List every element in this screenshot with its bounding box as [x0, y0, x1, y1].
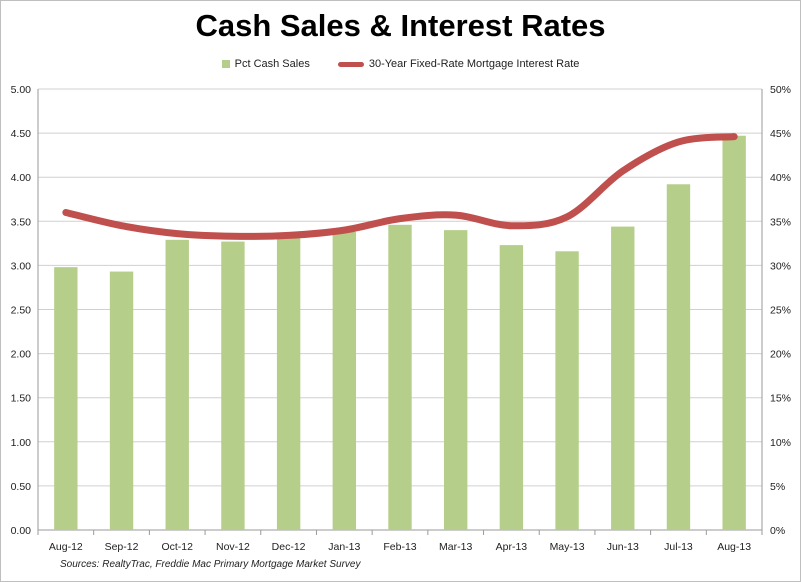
y-left-tick-label: 4.50: [11, 128, 32, 140]
bar: [611, 226, 635, 531]
y-right-tick-label: 10%: [770, 437, 791, 449]
x-tick-label: Feb-13: [383, 541, 416, 553]
y-left-tick-label: 0.00: [11, 525, 32, 537]
bar: [276, 237, 301, 530]
y-right-tick-label: 25%: [770, 305, 791, 317]
legend-item-interest-rate: 30-Year Fixed-Rate Mortgage Interest Rat…: [337, 58, 580, 70]
x-tick-label: Aug-13: [717, 541, 751, 553]
y-left-tick-label: 4.00: [11, 172, 32, 184]
x-tick-label: May-13: [550, 541, 585, 553]
y-right-tick-label: 5%: [770, 481, 785, 493]
x-tick-label: Apr-13: [496, 541, 528, 553]
bar: [555, 251, 579, 530]
bar: [499, 245, 524, 530]
y-left-tick-label: 2.50: [11, 305, 32, 317]
bar: [109, 271, 134, 530]
y-left-tick-label: 1.50: [11, 393, 32, 405]
y-right-tick-label: 15%: [770, 393, 791, 405]
bar: [443, 230, 468, 530]
y-left-tick-label: 3.00: [11, 260, 32, 272]
x-tick-label: Jul-13: [664, 541, 693, 553]
x-tick-label: Jan-13: [328, 541, 360, 553]
bar: [54, 267, 78, 530]
y-right-tick-label: 30%: [770, 260, 791, 272]
chart-legend: Pct Cash Sales 30-Year Fixed-Rate Mortga…: [0, 58, 801, 70]
y-right-tick-label: 50%: [770, 84, 791, 96]
bar: [332, 231, 357, 530]
x-tick-label: Mar-13: [439, 541, 472, 553]
chart-title: Cash Sales & Interest Rates: [195, 8, 606, 43]
legend-label-cash-sales: Pct Cash Sales: [234, 58, 310, 70]
y-right-tick-label: 20%: [770, 349, 791, 361]
y-right-tick-label: 40%: [770, 172, 791, 184]
legend-label-interest-rate: 30-Year Fixed-Rate Mortgage Interest Rat…: [368, 58, 580, 70]
x-tick-label: Sep-12: [105, 541, 139, 553]
y-right-tick-label: 45%: [770, 128, 791, 140]
x-tick-label: Jun-13: [607, 541, 639, 553]
y-left-tick-label: 2.00: [11, 349, 32, 361]
y-right-tick-label: 0%: [770, 525, 785, 537]
y-right-tick-label: 35%: [770, 216, 791, 228]
legend-item-cash-sales: Pct Cash Sales: [221, 58, 310, 70]
interest-rate-line: [62, 133, 738, 240]
bar: [666, 184, 691, 531]
source-note: Sources: RealtyTrac, Freddie Mac Primary…: [60, 559, 361, 570]
y-left-tick-label: 1.00: [11, 437, 32, 449]
bar: [722, 135, 746, 530]
x-tick-label: Oct-12: [161, 541, 193, 553]
x-tick-label: Dec-12: [272, 541, 306, 553]
y-left-tick-label: 0.50: [11, 481, 32, 493]
legend-swatch-line: [337, 61, 364, 67]
y-left-tick-label: 5.00: [11, 84, 32, 96]
bar: [165, 239, 189, 530]
bar: [221, 241, 245, 530]
y-left-tick-label: 3.50: [11, 216, 32, 228]
x-tick-label: Aug-12: [49, 541, 83, 553]
bar: [388, 224, 412, 530]
x-tick-label: Nov-12: [216, 541, 250, 553]
legend-swatch-bar: [221, 60, 230, 68]
